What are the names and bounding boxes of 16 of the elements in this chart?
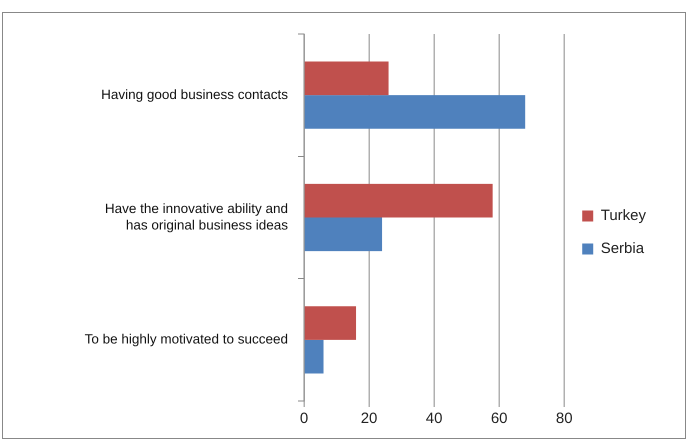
legend-label: Turkey: [600, 207, 646, 224]
x-tick-label: 20: [360, 410, 378, 428]
bar: [304, 95, 526, 129]
y-tick-label: Have the innovative ability and has original business ideas: [104, 201, 288, 232]
bar: [304, 340, 324, 374]
bar: [304, 62, 389, 96]
bar: [304, 306, 356, 340]
legend-label: Serbia: [600, 240, 645, 258]
x-tick-label: 40: [426, 410, 442, 428]
x-tick-label: 80: [556, 410, 573, 428]
y-tick-label: Having good business contacts: [101, 86, 288, 102]
x-tick-label: 0: [300, 410, 308, 428]
bar: [304, 184, 493, 218]
bar: [304, 218, 382, 252]
x-tick-label: 60: [490, 410, 508, 428]
y-tick-label: To be highly motivated to succeed: [84, 332, 288, 347]
